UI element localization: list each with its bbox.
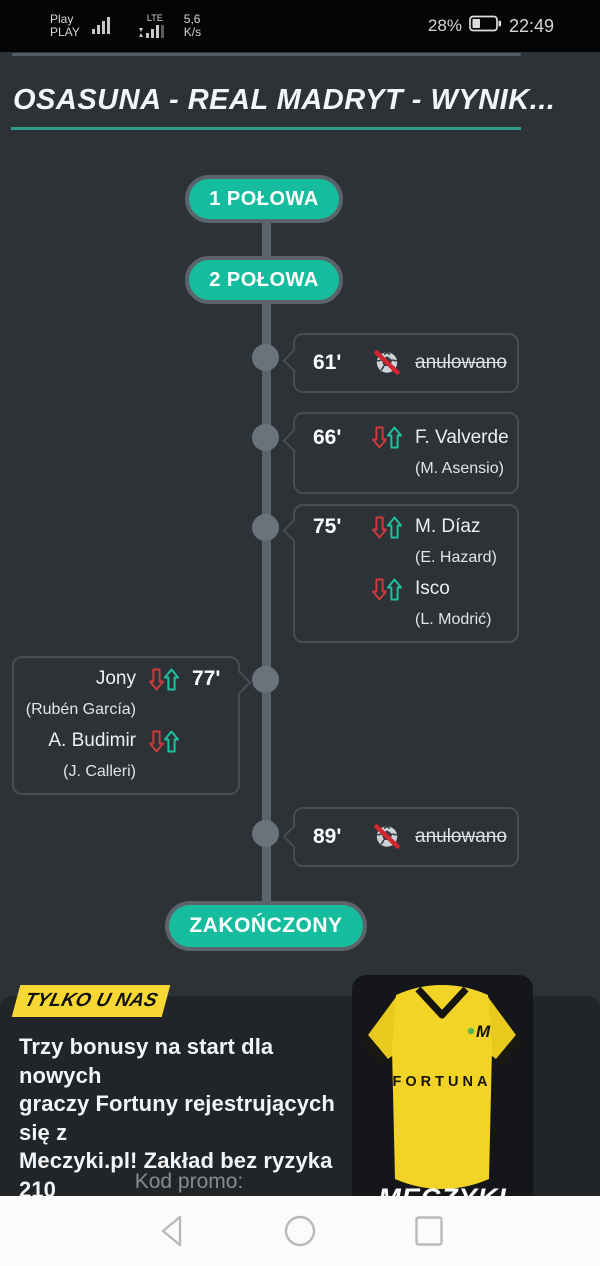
- phase-pill-finished: ZAKOŃCZONY: [165, 901, 367, 951]
- substitution-icon: [136, 730, 192, 753]
- ad-badge: TYLKO U NAS: [11, 985, 171, 1017]
- event-card-77: Jony 77' (Rubén García) A. Budimir (J. C…: [12, 656, 252, 795]
- event-minute: 66': [313, 425, 342, 449]
- recents-button[interactable]: [413, 1213, 445, 1249]
- event-minute: 77': [192, 667, 221, 690]
- player-out: (E. Hazard): [415, 549, 497, 566]
- page-title: OSASUNA - REAL MADRYT - WYNIK...: [13, 84, 556, 116]
- cancelled-label: anulowano: [415, 352, 507, 373]
- network-speed: 5,6 K/s: [183, 12, 202, 39]
- player-out: (J. Calleri): [63, 763, 136, 780]
- timeline-line: [262, 198, 271, 926]
- timeline-dot: [252, 424, 279, 451]
- phase-pill-first-half: 1 POŁOWA: [185, 175, 343, 223]
- android-nav-bar: [0, 1196, 600, 1266]
- substitution-icon: [136, 668, 192, 691]
- status-bar: Play PLAY LTE: [0, 0, 600, 52]
- clock: 22:49: [508, 15, 554, 36]
- battery-icon: [469, 15, 502, 37]
- carrier-line2: PLAY: [50, 25, 80, 39]
- player-out: (Rubén García): [25, 701, 136, 718]
- event-card-89: 89' anulowano: [281, 807, 519, 867]
- recents-icon: [415, 1216, 443, 1246]
- carrier-label: Play PLAY: [50, 13, 80, 39]
- back-icon: [161, 1215, 182, 1247]
- player-in: F. Valverde: [415, 426, 509, 448]
- player-in: Isco: [415, 578, 450, 599]
- ad-text-line: graczy Fortuny rejestrujących się z: [19, 1091, 335, 1145]
- signal-strength-icon: [91, 12, 126, 41]
- goal-cancelled-icon: [359, 348, 415, 378]
- battery-percent: 28%: [427, 16, 462, 35]
- phase-pill-second-half: 2 POŁOWA: [185, 256, 343, 304]
- goal-cancelled-icon: [359, 822, 415, 852]
- home-icon: [284, 1215, 316, 1247]
- meczyki-logo: MECZYKI: [378, 1183, 507, 1200]
- player-in: A. Budimir: [48, 730, 136, 751]
- title-underline: [11, 127, 521, 130]
- home-button[interactable]: [284, 1213, 316, 1249]
- timeline-dot: [252, 820, 279, 847]
- fortuna-jersey-image: M FORTUNA: [361, 985, 523, 1189]
- event-minute: 75': [313, 515, 342, 538]
- meczyki-m-logo: M: [476, 1022, 491, 1041]
- back-button[interactable]: [155, 1213, 187, 1249]
- ad-text-line: Trzy bonusy na start dla nowych: [19, 1034, 274, 1088]
- scroll-indicator: [12, 53, 521, 56]
- player-in: M. Díaz: [415, 516, 481, 537]
- timeline-dot: [252, 344, 279, 371]
- event-minute: 61': [313, 351, 342, 374]
- player-in: Jony: [95, 668, 136, 689]
- substitution-icon: [359, 426, 415, 449]
- timeline-dot: [252, 666, 279, 693]
- event-minute: 89': [313, 825, 342, 848]
- network-type-label: LTE: [146, 13, 163, 23]
- player-out: (L. Modrić): [415, 611, 492, 628]
- event-card-61: 61' anulowano: [281, 333, 519, 393]
- event-card-75: 75' M. Díaz (E. Hazard) Isco (L. Modrić): [281, 504, 519, 643]
- substitution-icon: [359, 578, 415, 601]
- promo-code-label: Kod promo:: [134, 1170, 244, 1193]
- event-card-66: 66' F. Valverde (M. Asensio): [281, 412, 519, 494]
- timeline-dot: [252, 514, 279, 541]
- signal-strength-icon-2: LTE: [138, 14, 172, 38]
- jersey-brand-text: FORTUNA: [393, 1074, 492, 1090]
- substitution-icon: [359, 516, 415, 539]
- carrier-line1: Play: [50, 12, 74, 26]
- player-out: (M. Asensio): [415, 459, 504, 477]
- ad-badge-label: TYLKO U NAS: [22, 990, 160, 1011]
- cancelled-label: anulowano: [415, 826, 507, 847]
- jersey-image-panel: M FORTUNA MECZYKI: [352, 975, 533, 1200]
